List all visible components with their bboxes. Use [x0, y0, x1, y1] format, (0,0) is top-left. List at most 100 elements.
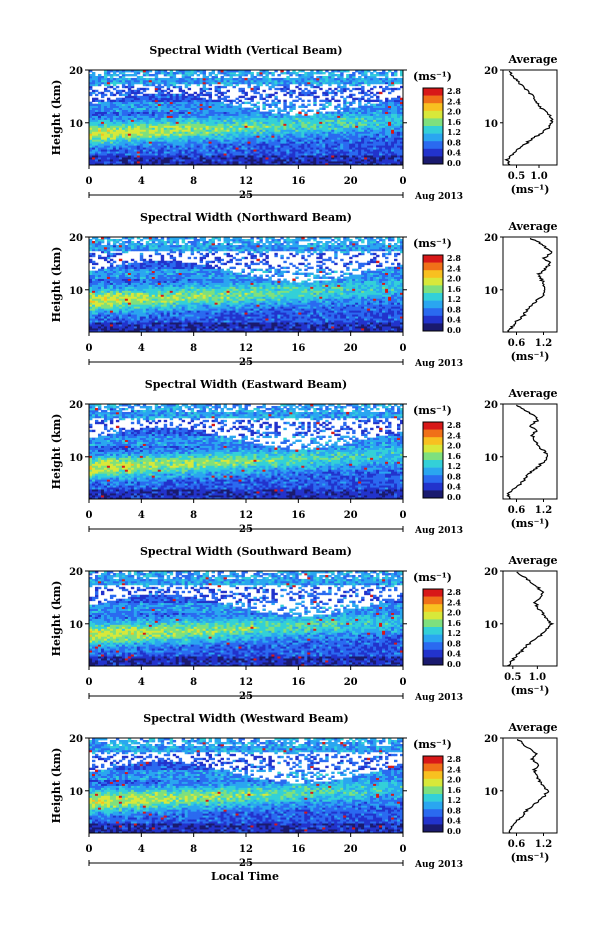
heatmap-cell	[127, 237, 132, 240]
heatmap-cell	[289, 71, 293, 75]
heatmap-cell	[103, 258, 108, 262]
heatmap-cell	[382, 139, 386, 142]
heatmap-cell	[235, 157, 239, 160]
heatmap-cell	[355, 141, 359, 144]
heatmap-cell	[379, 131, 383, 134]
heatmap-cell	[283, 135, 287, 138]
heatmap-cell	[247, 77, 251, 81]
heatmap-cell	[100, 278, 105, 281]
heatmap-cell	[310, 125, 314, 128]
heatmap-cell	[370, 123, 374, 126]
heatmap-cell	[382, 117, 386, 120]
heatmap-cell	[154, 155, 159, 158]
heatmap-cell	[394, 125, 398, 128]
heatmap-cell	[109, 272, 114, 276]
heatmap-cell	[391, 121, 395, 124]
heatmap-cell	[349, 115, 353, 118]
heatmap-cell	[280, 123, 284, 126]
heatmap-cell	[106, 288, 111, 291]
heatmap-cell	[112, 105, 117, 109]
heatmap-cell	[295, 117, 299, 120]
heatmap-cell	[103, 322, 108, 325]
heatmap-cell	[190, 81, 195, 85]
heatmap-cell	[325, 143, 329, 146]
heatmap-cell	[190, 113, 195, 116]
heatmap-cell	[385, 137, 389, 140]
heatmap-cell	[205, 113, 210, 116]
heatmap-cell	[331, 129, 335, 132]
heatmap-cell	[304, 123, 308, 126]
heatmap-cell	[124, 105, 129, 109]
heatmap-cell	[337, 115, 341, 118]
heatmap-cell	[235, 115, 239, 118]
heatmap-cell	[361, 141, 365, 144]
heatmap-cell	[205, 145, 210, 148]
heatmap-cell	[289, 95, 293, 99]
heatmap-cell	[268, 147, 272, 150]
heatmap-cell	[235, 109, 239, 112]
heatmap-cell	[340, 85, 344, 89]
heatmap-cell	[289, 159, 293, 162]
heatmap-cell	[103, 248, 108, 252]
heatmap-cell	[142, 121, 147, 124]
heatmap-cell	[223, 107, 227, 110]
heatmap-cell	[214, 161, 218, 164]
heatmap-cell	[247, 121, 251, 124]
heatmap-cell	[319, 147, 323, 150]
heatmap-cell	[100, 127, 105, 130]
heatmap-cell	[343, 129, 347, 132]
heatmap-cell	[163, 73, 168, 77]
heatmap-cell	[109, 298, 114, 301]
heatmap-cell	[148, 79, 153, 83]
heatmap-cell	[184, 115, 189, 118]
heatmap-cell	[325, 147, 329, 150]
heatmap-cell	[325, 115, 329, 118]
heatmap-cell	[112, 248, 117, 252]
heatmap-cell	[181, 157, 186, 160]
heatmap-cell	[100, 131, 105, 134]
heatmap-cell	[259, 147, 263, 150]
heatmap-cell	[340, 91, 344, 95]
heatmap-cell	[187, 127, 192, 130]
heatmap-cell	[289, 141, 293, 144]
heatmap-cell	[193, 111, 198, 114]
heatmap-cell	[313, 79, 317, 83]
heatmap-cell	[97, 270, 102, 274]
heatmap-cell	[292, 79, 296, 83]
heatmap-cell	[358, 163, 362, 166]
heatmap-cell	[385, 153, 389, 156]
heatmap-cell	[89, 294, 93, 297]
heatmap-cell	[397, 121, 401, 124]
heatmap-cell	[388, 81, 392, 85]
heatmap-cell	[391, 143, 395, 146]
heatmap-cell	[91, 262, 96, 266]
heatmap-cell	[178, 95, 183, 99]
heatmap-cell	[394, 131, 398, 134]
x-tick-label: 8	[190, 176, 197, 187]
heatmap-cell	[118, 278, 123, 281]
heatmap-cell	[100, 147, 105, 150]
heatmap-cell	[394, 117, 398, 120]
heatmap-cell	[112, 93, 117, 97]
heatmap-cell	[106, 137, 111, 140]
heatmap-cell	[181, 147, 186, 150]
heatmap-cell	[166, 143, 171, 146]
heatmap-cell	[160, 113, 165, 116]
heatmap-cell	[391, 81, 395, 85]
heatmap-cell	[139, 101, 144, 105]
heatmap-cell	[133, 324, 138, 327]
heatmap-cell	[130, 149, 135, 152]
heatmap-cell	[166, 77, 171, 81]
heatmap-cell	[331, 70, 335, 73]
heatmap-cell	[352, 125, 356, 128]
heatmap-cell	[91, 330, 96, 333]
heatmap-cell	[349, 143, 353, 146]
heatmap-cell	[262, 105, 266, 109]
heatmap-cell	[172, 149, 177, 152]
heatmap-cell	[238, 125, 242, 128]
heatmap-cell	[277, 137, 281, 140]
heatmap-cell	[226, 89, 230, 93]
heatmap-cell	[358, 149, 362, 152]
heatmap-cell	[259, 93, 263, 97]
heatmap-cell	[325, 119, 329, 122]
